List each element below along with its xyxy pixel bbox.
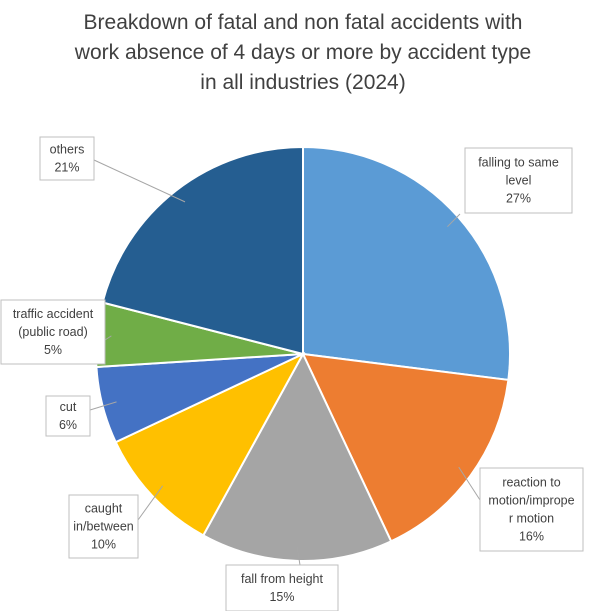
chart-title-line-1: Breakdown of fatal and non fatal acciden… [83, 11, 523, 34]
data-label-2: fall from height 15% [225, 564, 339, 611]
data-label-text-0-1: level [506, 174, 532, 188]
data-label-box-1 [479, 467, 584, 552]
leader-line-3 [137, 485, 164, 521]
data-label-text-1-0: reaction to [502, 476, 560, 490]
labels-layer: falling to same level 27% reaction to motion… [0, 136, 584, 611]
data-label-0: falling to same level 27% [464, 147, 573, 214]
data-label-percent-4: 6% [59, 418, 77, 432]
pie-slice-2 [201, 351, 393, 562]
leader-line-6 [93, 159, 186, 203]
data-label-text-5-0: traffic accident [13, 307, 94, 321]
pie-slice-3 [114, 351, 306, 537]
data-label-6: others 21% [39, 136, 95, 181]
data-label-percent-2: 15% [269, 590, 294, 604]
data-label-percent-0: 27% [506, 192, 531, 206]
data-label-text-3-0: caught [85, 502, 123, 516]
data-label-text-0-0: falling to same [478, 156, 559, 170]
chart-title: Breakdown of fatal and non fatal acciden… [0, 8, 606, 98]
data-label-3: caught in/between 10% [68, 494, 139, 559]
data-label-box-4 [45, 395, 91, 437]
data-label-percent-1: 16% [519, 530, 544, 544]
data-label-text-2-0: fall from height [241, 572, 324, 586]
data-label-text-5-1: (public road) [18, 325, 87, 339]
data-label-1: reaction to motion/imprope r motion 16% [479, 467, 584, 552]
pie-slice-1 [301, 352, 510, 543]
data-label-text-6-0: others [50, 143, 85, 157]
leader-line-5 [104, 335, 112, 341]
leader-line-0 [447, 213, 461, 228]
data-label-box-6 [39, 136, 95, 181]
data-label-percent-3: 10% [91, 538, 116, 552]
leader-lines-layer [89, 159, 481, 566]
leader-line-4 [89, 401, 117, 411]
data-label-box-2 [225, 564, 339, 611]
chart-title-line-2: work absence of 4 days or more by accide… [74, 41, 532, 64]
leader-line-1 [458, 466, 481, 501]
data-label-box-0 [464, 147, 573, 214]
data-label-4: cut 6% [45, 395, 91, 437]
leader-line-2 [296, 546, 301, 566]
data-label-box-3 [68, 494, 139, 559]
data-label-text-4-0: cut [60, 400, 77, 414]
data-label-text-1-1: motion/imprope [488, 494, 574, 508]
slices-layer [95, 145, 511, 562]
pie-slice-6 [101, 145, 304, 356]
data-label-box-5 [0, 299, 106, 365]
pie-slice-0 [302, 145, 511, 382]
data-label-5: traffic accident (public road) 5% [0, 299, 106, 365]
data-label-percent-5: 5% [44, 343, 62, 357]
data-label-percent-6: 21% [54, 161, 79, 175]
data-label-text-3-1: in/between [73, 520, 134, 534]
data-label-text-1-2: r motion [509, 512, 554, 526]
chart-title-line-3: in all industries (2024) [200, 71, 406, 94]
